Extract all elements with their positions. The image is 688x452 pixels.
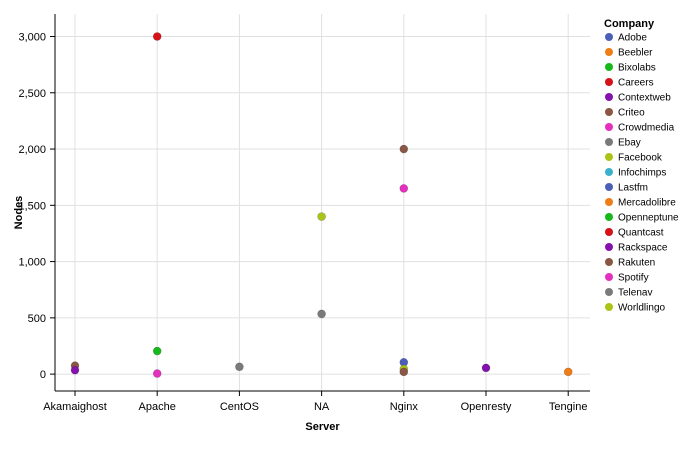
data-point-rakuten [399, 367, 409, 377]
legend-swatch-quantcast [605, 228, 613, 236]
legend-label-criteo: Criteo [618, 108, 645, 119]
y-tick-label: 1,500 [18, 200, 46, 212]
legend-label-rackspace: Rackspace [618, 243, 668, 254]
legend-swatch-beebler [605, 48, 613, 56]
y-tick-label: 500 [28, 313, 46, 325]
legend-swatch-mercadolibre [605, 198, 613, 206]
x-axis-title: Server [305, 421, 340, 433]
legend-label-worldlingo: Worldlingo [618, 303, 665, 314]
legend-swatch-lastfm [605, 183, 613, 191]
data-point-ebay [235, 362, 244, 372]
legend-label-adobe: Adobe [618, 33, 647, 44]
x-tick-label: Tengine [549, 401, 588, 413]
y-axis-title: Nodes [13, 196, 25, 230]
data-point-mercadolibre [563, 367, 573, 377]
legend-swatch-rackspace [605, 243, 613, 251]
legend-label-infochimps: Infochimps [618, 168, 666, 179]
legend-swatch-infochimps [605, 168, 613, 176]
legend-label-quantcast: Quantcast [618, 228, 664, 239]
x-tick-label: Akamaighost [43, 401, 107, 413]
legend-swatch-bixolabs [605, 63, 613, 71]
legend-swatch-adobe [605, 33, 613, 41]
data-point-rakuten [399, 144, 409, 154]
legend-label-openneptune: Openneptune [618, 213, 679, 224]
data-points [70, 32, 573, 378]
legend-swatch-criteo [605, 108, 613, 116]
legend-label-contextweb: Contextweb [618, 93, 671, 104]
data-point-contextweb [70, 365, 80, 375]
y-tick-label: 2,500 [18, 88, 46, 100]
legend-label-ebay: Ebay [618, 138, 641, 149]
y-tick-label: 1,000 [18, 257, 46, 269]
legend-label-facebook: Facebook [618, 153, 663, 164]
legend-label-crowdmedia: Crowdmedia [618, 123, 675, 134]
legend-title: Company [604, 18, 655, 30]
legend: Company Adobe Beebler Bixolabs Careers Conte… [604, 18, 679, 314]
grid-lines [55, 14, 590, 391]
legend-label-mercadolibre: Mercadolibre [618, 198, 676, 209]
legend-swatch-spotify [605, 273, 613, 281]
legend-label-rakuten: Rakuten [618, 258, 655, 269]
data-point-spotify [399, 184, 409, 193]
x-tick-label: Apache [139, 401, 176, 413]
data-point-crowdmedia [152, 369, 162, 378]
legend-label-spotify: Spotify [618, 273, 649, 284]
legend-swatch-telenav [605, 288, 613, 296]
x-tick-label: Nginx [390, 401, 419, 413]
x-tick-label: Openresty [461, 401, 512, 413]
y-tick-label: 2,000 [18, 144, 46, 156]
x-tick-label: NA [314, 401, 330, 413]
legend-label-careers: Careers [618, 78, 654, 89]
data-point-facebook [317, 212, 326, 221]
legend-swatch-facebook [605, 153, 613, 161]
data-point-bixolabs [152, 346, 162, 356]
legend-swatch-worldlingo [605, 303, 613, 311]
data-point-careers [152, 32, 162, 41]
legend-label-lastfm: Lastfm [618, 183, 648, 194]
legend-label-beebler: Beebler [618, 48, 653, 59]
data-point-rackspace [481, 363, 491, 373]
axes: 0 500 1,000 1,500 2,000 2,500 3,000 Akamaighost… [18, 14, 590, 413]
legend-swatch-contextweb [605, 93, 613, 101]
y-tick-label: 0 [40, 369, 46, 381]
y-tick-label: 3,000 [18, 32, 46, 44]
legend-swatch-openneptune [605, 213, 613, 221]
legend-swatch-careers [605, 78, 613, 86]
legend-swatch-crowdmedia [605, 123, 613, 131]
data-point-ebay [317, 309, 326, 319]
legend-swatch-rakuten [605, 258, 613, 266]
legend-label-telenav: Telenav [618, 288, 652, 299]
legend-swatch-ebay [605, 138, 613, 146]
x-tick-label: CentOS [220, 401, 259, 413]
legend-label-bixolabs: Bixolabs [618, 63, 656, 74]
